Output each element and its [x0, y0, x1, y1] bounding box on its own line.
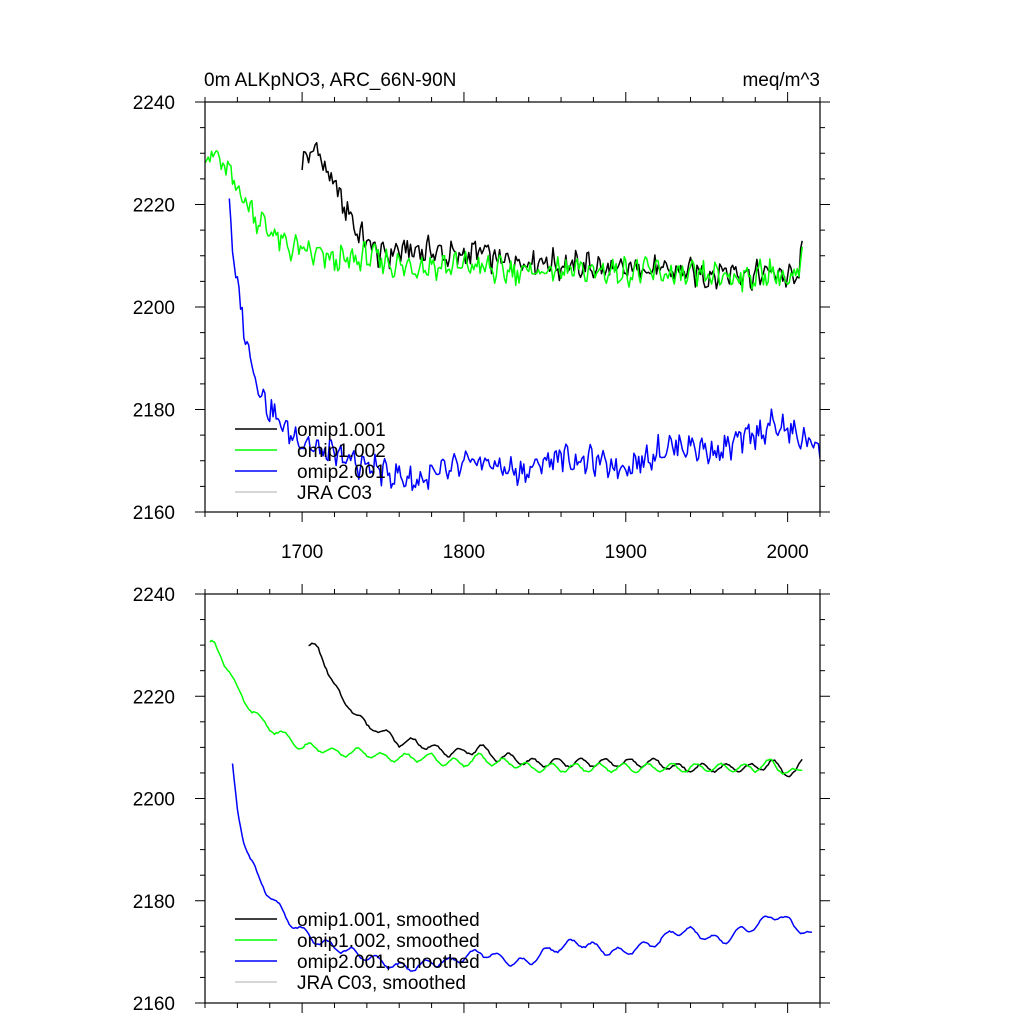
- legend-label: omip2.001, smoothed: [297, 952, 480, 973]
- legend-label: omip1.002: [297, 441, 386, 462]
- y-tick-label: 2180: [133, 892, 175, 913]
- legend-label: JRA C03, smoothed: [297, 973, 466, 994]
- series-line-omip1-002-smoothed: [209, 639, 803, 775]
- y-tick-label: 2200: [133, 790, 175, 811]
- y-tick-label: 2160: [133, 994, 175, 1015]
- panel2-plot-area: [209, 639, 812, 972]
- legend-label: omip1.001: [297, 420, 386, 441]
- y-tick-label: 2180: [133, 401, 175, 422]
- panel1-axes: 2160 2180 2200 2220 2240 1700 1800 1900 2000: [133, 92, 830, 563]
- panel1-title-left: 0m ALKpNO3, ARC_66N-90N: [204, 70, 456, 91]
- x-tick-label: 1900: [605, 542, 647, 563]
- x-tick-label: 1800: [443, 542, 485, 563]
- panel2-axes: 2160 2180 2200 2220 2240: [133, 584, 830, 1015]
- legend-label: omip1.001, smoothed: [297, 910, 480, 931]
- legend-label: omip1.002, smoothed: [297, 931, 480, 952]
- y-tick-label: 2200: [133, 298, 175, 319]
- y-tick-label: 2240: [133, 93, 175, 114]
- series-line-omip1-002: [205, 150, 803, 293]
- y-tick-label: 2220: [133, 687, 175, 708]
- y-tick-label: 2220: [133, 196, 175, 217]
- panel1-plot-area: [205, 141, 820, 492]
- x-tick-label: 1700: [281, 542, 323, 563]
- y-tick-label: 2240: [133, 585, 175, 606]
- y-tick-label: 2160: [133, 503, 175, 524]
- legend-label: omip2.001: [297, 462, 386, 483]
- series-line-omip1-001-smoothed: [308, 642, 803, 778]
- series-line-omip2-001: [228, 198, 820, 492]
- legend-label: JRA C03: [297, 483, 372, 504]
- series-line-omip2-001-smoothed: [231, 763, 812, 972]
- x-tick-label: 2000: [766, 542, 808, 563]
- panel1-title-right: meq/m^3: [742, 70, 820, 91]
